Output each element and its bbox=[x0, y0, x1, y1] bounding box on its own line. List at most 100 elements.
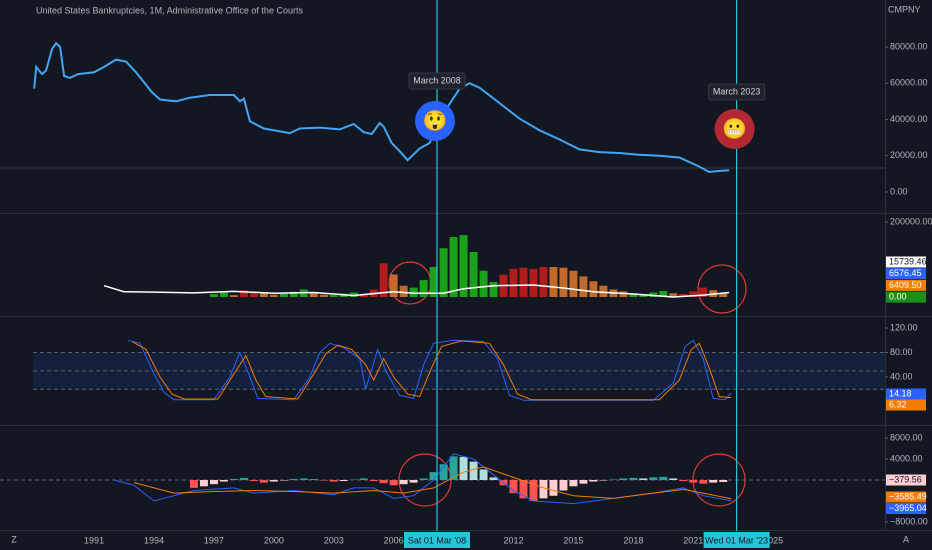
bar bbox=[429, 266, 438, 297]
series-line bbox=[103, 284, 730, 298]
bar bbox=[419, 478, 428, 481]
bar bbox=[459, 456, 468, 481]
bar bbox=[359, 478, 368, 481]
value-badge bbox=[886, 491, 926, 503]
y-tick-label: 40.00 bbox=[890, 371, 913, 381]
x-tick-label: 2006 bbox=[384, 535, 404, 545]
x-tick-label: 2025 bbox=[763, 535, 783, 545]
emoji-circle bbox=[415, 101, 456, 141]
nav-button[interactable]: A bbox=[903, 534, 909, 544]
bar bbox=[439, 464, 448, 481]
bar bbox=[609, 479, 618, 481]
bar bbox=[539, 480, 548, 499]
bar bbox=[449, 456, 458, 481]
bar bbox=[719, 480, 728, 482]
x-tick-label: 2003 bbox=[324, 535, 344, 545]
bar bbox=[589, 480, 598, 482]
value-badge bbox=[886, 268, 926, 280]
bar bbox=[619, 478, 628, 481]
bar bbox=[269, 294, 278, 297]
bar bbox=[699, 287, 708, 297]
bar bbox=[539, 266, 548, 297]
value-badge-label: 15739.46 bbox=[889, 256, 927, 266]
bar bbox=[599, 480, 608, 481]
bar bbox=[449, 236, 458, 297]
bar bbox=[649, 292, 658, 297]
bar bbox=[329, 295, 338, 297]
bar bbox=[309, 292, 318, 297]
chart-title: United States Bankruptcies, 1M, Administ… bbox=[36, 5, 303, 15]
bar bbox=[409, 287, 418, 297]
bar bbox=[369, 480, 378, 482]
value-badge-label: −3585.49 bbox=[889, 491, 927, 501]
nav-button[interactable]: Z bbox=[11, 534, 17, 544]
emoji: 😲 bbox=[423, 109, 448, 132]
bar bbox=[329, 480, 338, 482]
bar bbox=[249, 480, 258, 482]
bar bbox=[659, 476, 668, 481]
bar bbox=[439, 248, 448, 297]
bar bbox=[529, 268, 538, 297]
bar bbox=[239, 290, 248, 297]
bar bbox=[699, 480, 708, 484]
cursor-date: Wed 01 Mar '23 bbox=[705, 535, 768, 545]
bar bbox=[579, 480, 588, 484]
bar bbox=[479, 270, 488, 297]
bar bbox=[709, 480, 718, 483]
value-badge-label: −3965.04 bbox=[889, 503, 927, 513]
bar bbox=[459, 235, 468, 297]
y-tick-label: −8000.00 bbox=[890, 516, 928, 526]
y-tick-label: 0.00 bbox=[890, 186, 908, 196]
bar bbox=[679, 480, 688, 482]
x-tick-label: 2015 bbox=[563, 535, 583, 545]
bar bbox=[469, 461, 478, 481]
bar bbox=[629, 477, 638, 481]
cursor-date: Sat 01 Mar '08 bbox=[408, 535, 466, 545]
y-tick-label: 200000.00 bbox=[890, 216, 932, 226]
x-tick-label: 2021 bbox=[683, 535, 703, 545]
pane-separators bbox=[0, 0, 932, 531]
bar bbox=[479, 469, 488, 481]
bar bbox=[669, 293, 678, 297]
value-badge bbox=[886, 388, 926, 400]
bar bbox=[519, 267, 528, 297]
bar bbox=[259, 480, 268, 483]
series-line bbox=[131, 340, 732, 401]
bar bbox=[689, 480, 698, 483]
bar bbox=[669, 478, 678, 481]
symbol: CMPNY bbox=[888, 4, 921, 14]
bar bbox=[229, 295, 238, 297]
series-line bbox=[33, 41, 730, 174]
x-tick-label: 2012 bbox=[503, 535, 523, 545]
bar bbox=[209, 293, 218, 297]
bar bbox=[399, 285, 408, 297]
x-tick-label: 2018 bbox=[623, 535, 643, 545]
bar bbox=[299, 478, 308, 481]
value-badge-label: 6.32 bbox=[889, 399, 907, 409]
bar bbox=[279, 293, 288, 297]
cursor-date-box bbox=[703, 532, 770, 548]
bar bbox=[509, 480, 518, 494]
bar bbox=[569, 270, 578, 297]
series-line bbox=[127, 339, 732, 401]
bar bbox=[309, 479, 318, 481]
bar bbox=[319, 294, 328, 297]
note-text: March 2008 bbox=[413, 75, 461, 85]
note-box bbox=[708, 83, 766, 101]
bar bbox=[719, 293, 728, 297]
bar bbox=[559, 267, 568, 297]
note-text: March 2023 bbox=[713, 86, 761, 96]
x-tick-label: 1994 bbox=[144, 535, 164, 545]
y-tick-label: 4000.00 bbox=[890, 453, 923, 463]
bar bbox=[219, 480, 228, 482]
emoji: 😬 bbox=[722, 117, 747, 140]
bar bbox=[489, 281, 498, 297]
bar bbox=[339, 480, 348, 482]
bar bbox=[559, 480, 568, 491]
y-tick-label: 60000.00 bbox=[890, 78, 928, 88]
value-badge bbox=[886, 503, 926, 514]
y-tick-label: 8000.00 bbox=[890, 432, 923, 442]
bar bbox=[429, 472, 438, 481]
cursor-date-box bbox=[404, 532, 471, 548]
